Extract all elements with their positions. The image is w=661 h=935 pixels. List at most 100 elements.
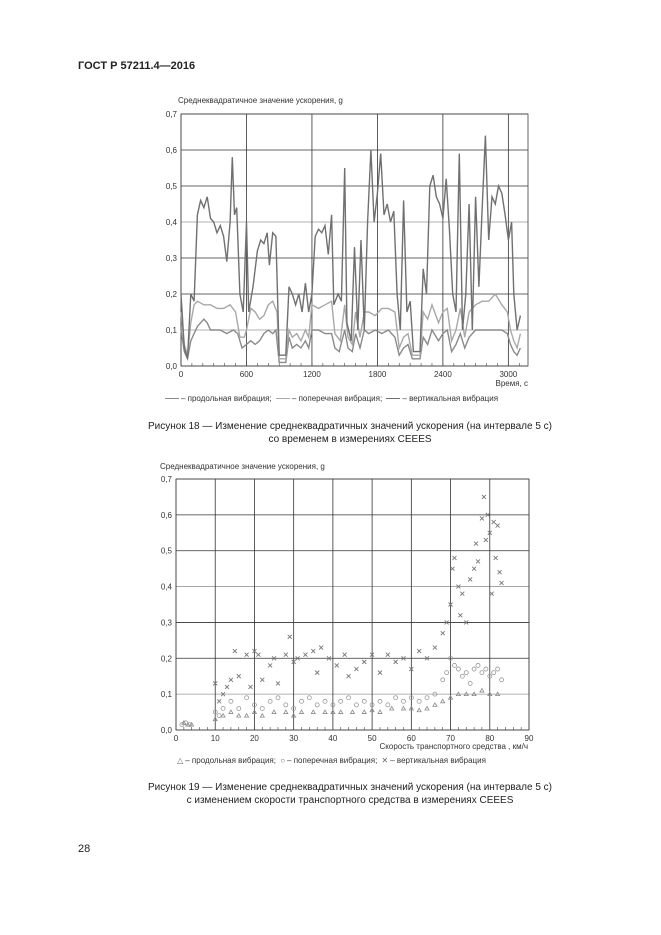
data-point-cross	[318, 645, 324, 650]
chart2-ylabel: Среднеквадратичное значение ускорения, g	[160, 462, 325, 471]
data-point-cross	[481, 494, 487, 500]
data-point-cross	[314, 670, 320, 675]
data-point-circle	[491, 670, 497, 676]
data-point-cross	[232, 648, 238, 654]
data-point-triangle	[212, 716, 218, 722]
data-point-circle	[314, 702, 320, 708]
chart2-legend: △ – продольная вибрация; ○ – поперечная ви…	[0, 756, 661, 765]
legend-label: – вертикальная вибрация	[402, 394, 499, 403]
y-tick-label: 0,7	[166, 110, 178, 119]
data-point-circle	[455, 666, 461, 672]
data-point-triangle	[432, 702, 438, 707]
data-point-circle	[416, 698, 422, 704]
y-tick-label: 0,6	[166, 146, 178, 155]
data-point-cross	[354, 666, 359, 672]
data-point-cross	[489, 591, 495, 597]
data-point-circle	[236, 706, 242, 711]
data-point-circle	[330, 702, 336, 708]
data-point-cross	[326, 655, 332, 661]
data-point-cross	[497, 569, 502, 575]
data-point-circle	[424, 695, 430, 701]
y-tick-label: 0,2	[166, 290, 178, 299]
series-line	[180, 318, 522, 364]
legend-swatch-longitudinal	[164, 398, 179, 400]
data-point-cross	[220, 691, 226, 697]
data-point-circle	[183, 720, 189, 726]
chart1-legend: – продольная вибрация; – поперечная вибр…	[0, 394, 661, 403]
data-point-triangle	[228, 709, 234, 714]
data-point-cross	[252, 648, 257, 654]
data-point-circle	[369, 702, 375, 708]
data-point-circle	[408, 695, 414, 701]
data-point-circle	[377, 698, 383, 704]
x-tick-label: 90	[525, 734, 534, 743]
data-point-cross	[256, 652, 261, 658]
figure19-caption-line2: с изменением скорости транспортного сред…	[186, 795, 514, 806]
plot-frame	[180, 113, 529, 367]
data-point-cross	[483, 537, 489, 543]
document-header: ГОСТ Р 57211.4—2016	[78, 60, 196, 72]
data-point-triangle	[369, 707, 375, 713]
data-point-triangle	[361, 709, 367, 714]
data-point-circle	[220, 706, 226, 711]
data-point-triangle	[251, 709, 258, 714]
y-tick-label: 0,4	[161, 583, 173, 592]
data-point-cross	[493, 555, 498, 561]
data-point-cross	[377, 670, 383, 675]
triangle-marker-icon: △	[177, 756, 184, 765]
data-point-triangle	[408, 705, 415, 711]
data-point-circle	[475, 663, 481, 668]
y-tick-label: 0,5	[166, 182, 178, 191]
data-point-circle	[495, 666, 501, 672]
data-point-circle	[444, 670, 450, 676]
data-point-cross	[393, 659, 398, 665]
y-tick-label: 0,0	[166, 362, 178, 371]
data-point-cross	[463, 620, 469, 625]
data-point-circle	[432, 691, 438, 697]
data-point-circle	[283, 702, 289, 708]
data-point-circle	[244, 695, 250, 701]
data-point-circle	[346, 695, 351, 701]
x-tick-label: 0	[174, 734, 179, 743]
chart2-xlabel: Скорость транспортного средства , км/ч	[379, 742, 528, 751]
data-point-circle	[252, 702, 257, 708]
data-point-cross	[440, 630, 446, 636]
data-point-cross	[259, 677, 265, 683]
data-point-circle	[463, 670, 469, 676]
data-point-circle	[212, 709, 218, 715]
data-point-cross	[244, 652, 249, 658]
y-tick-label: 0,0	[161, 726, 173, 735]
data-point-cross	[495, 523, 500, 528]
data-point-circle	[216, 713, 222, 719]
data-point-triangle	[188, 721, 195, 727]
data-point-cross	[485, 512, 491, 518]
data-point-cross	[409, 666, 414, 672]
data-point-cross	[467, 577, 473, 582]
legend-swatch-vertical	[386, 398, 401, 400]
data-point-circle	[228, 698, 234, 704]
data-point-cross	[287, 634, 293, 640]
data-point-circle	[393, 695, 399, 701]
data-point-triangle	[494, 691, 501, 697]
data-point-cross	[458, 612, 463, 618]
data-point-cross	[267, 663, 273, 668]
x-tick-label: 70	[446, 734, 455, 743]
x-tick-label: 600	[240, 370, 254, 379]
data-point-cross	[361, 659, 367, 665]
x-tick-label: 30	[289, 734, 298, 743]
y-tick-label: 0,5	[161, 547, 173, 556]
data-point-triangle	[389, 705, 395, 711]
data-point-cross	[475, 559, 481, 564]
figure19-caption-line1: Рисунок 19 — Изменение среднеквадратичны…	[147, 782, 553, 793]
y-tick-label: 0,2	[161, 654, 173, 663]
y-tick-label: 0,4	[166, 218, 178, 227]
x-tick-label: 50	[368, 734, 377, 743]
y-tick-label: 0,1	[166, 326, 178, 335]
data-point-circle	[322, 698, 328, 704]
data-point-cross	[342, 652, 347, 658]
data-point-cross	[471, 566, 477, 571]
data-point-triangle	[243, 712, 250, 718]
legend-label: – продольная вибрация;	[185, 756, 276, 765]
data-point-cross	[432, 645, 438, 650]
data-point-cross	[452, 555, 457, 561]
